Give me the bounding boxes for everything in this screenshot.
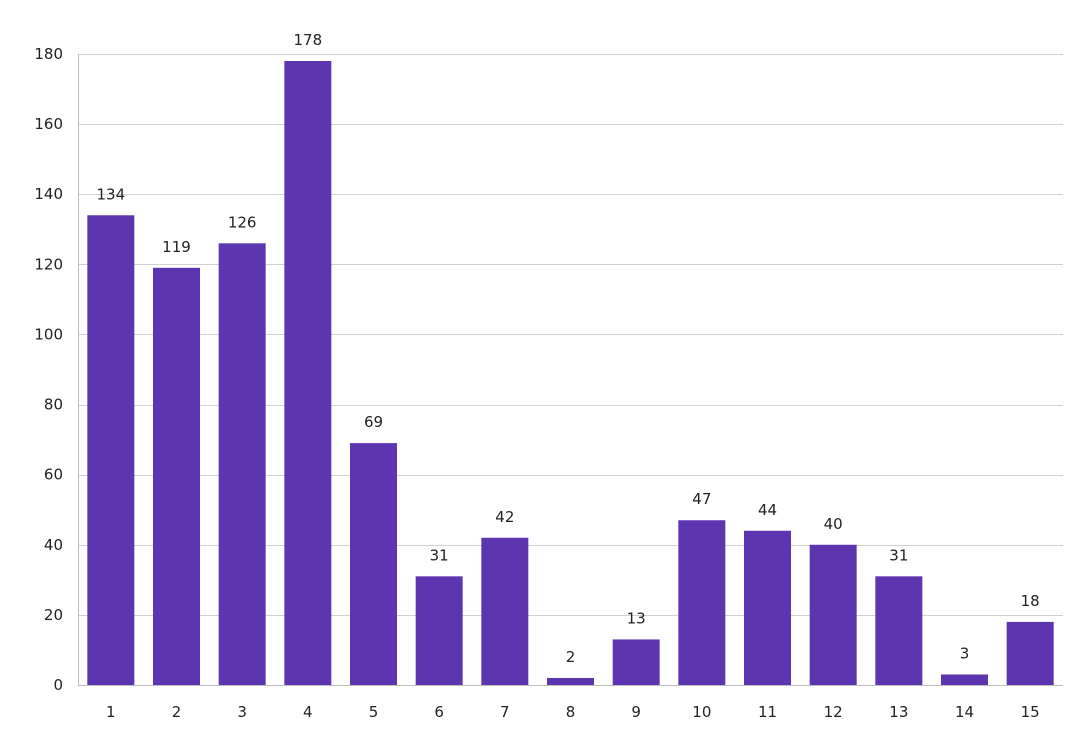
bar <box>481 537 529 685</box>
bars <box>87 61 1054 686</box>
bar <box>284 61 332 686</box>
y-axis: 0 20 40 60 80 100 120 140 160 180 <box>34 45 79 694</box>
x-tick-label: 5 <box>369 703 379 721</box>
data-labels: 134 119 126 178 69 31 42 2 13 47 44 40 31 3 18 <box>97 31 1040 666</box>
y-tick-label: 180 <box>34 45 63 63</box>
x-tick-label: 8 <box>566 703 576 721</box>
bar <box>547 677 594 685</box>
bar <box>809 544 857 685</box>
data-label: 18 <box>1021 592 1040 610</box>
y-tick-label: 20 <box>44 606 63 624</box>
y-tick-label: 0 <box>53 676 63 694</box>
y-tick-label: 80 <box>44 396 63 414</box>
data-label: 40 <box>824 515 843 533</box>
x-tick-label: 12 <box>824 703 843 721</box>
x-tick-label: 13 <box>889 703 908 721</box>
data-label: 119 <box>162 238 191 256</box>
data-label: 69 <box>364 413 383 431</box>
x-tick-label: 2 <box>172 703 182 721</box>
y-tick-label: 160 <box>34 115 63 133</box>
x-tick-label: 4 <box>303 703 313 721</box>
data-label: 31 <box>430 546 449 564</box>
x-tick-label: 7 <box>500 703 510 721</box>
bar <box>1006 621 1054 685</box>
x-tick-label: 10 <box>692 703 711 721</box>
data-label: 178 <box>294 31 323 49</box>
x-axis: 1 2 3 4 5 6 7 8 9 10 11 12 13 14 15 <box>78 685 1063 721</box>
x-tick-label: 14 <box>955 703 974 721</box>
y-tick-label: 100 <box>34 325 63 343</box>
bar <box>153 267 200 685</box>
data-label: 47 <box>692 490 711 508</box>
data-label: 13 <box>627 609 646 627</box>
bar <box>744 530 791 685</box>
data-label: 126 <box>228 213 257 231</box>
x-tick-label: 15 <box>1021 703 1040 721</box>
y-tick-label: 140 <box>34 185 63 203</box>
x-tick-label: 3 <box>237 703 247 721</box>
bar <box>612 639 660 685</box>
data-label: 44 <box>758 501 777 519</box>
data-label: 3 <box>960 644 970 662</box>
bar <box>218 243 266 686</box>
y-tick-label: 120 <box>34 255 63 273</box>
bar <box>350 443 397 685</box>
x-tick-label: 9 <box>631 703 641 721</box>
data-label: 31 <box>889 546 908 564</box>
y-tick-label: 60 <box>44 466 63 484</box>
bar <box>678 520 726 685</box>
x-tick-label: 6 <box>434 703 444 721</box>
data-label: 2 <box>566 648 576 666</box>
bar <box>415 576 463 685</box>
x-tick-label: 11 <box>758 703 777 721</box>
bar <box>941 674 988 685</box>
data-label: 134 <box>97 185 126 203</box>
x-tick-label: 1 <box>106 703 116 721</box>
bar <box>875 576 923 685</box>
bar <box>87 215 135 685</box>
y-tick-label: 40 <box>44 536 63 554</box>
data-label: 42 <box>495 508 514 526</box>
